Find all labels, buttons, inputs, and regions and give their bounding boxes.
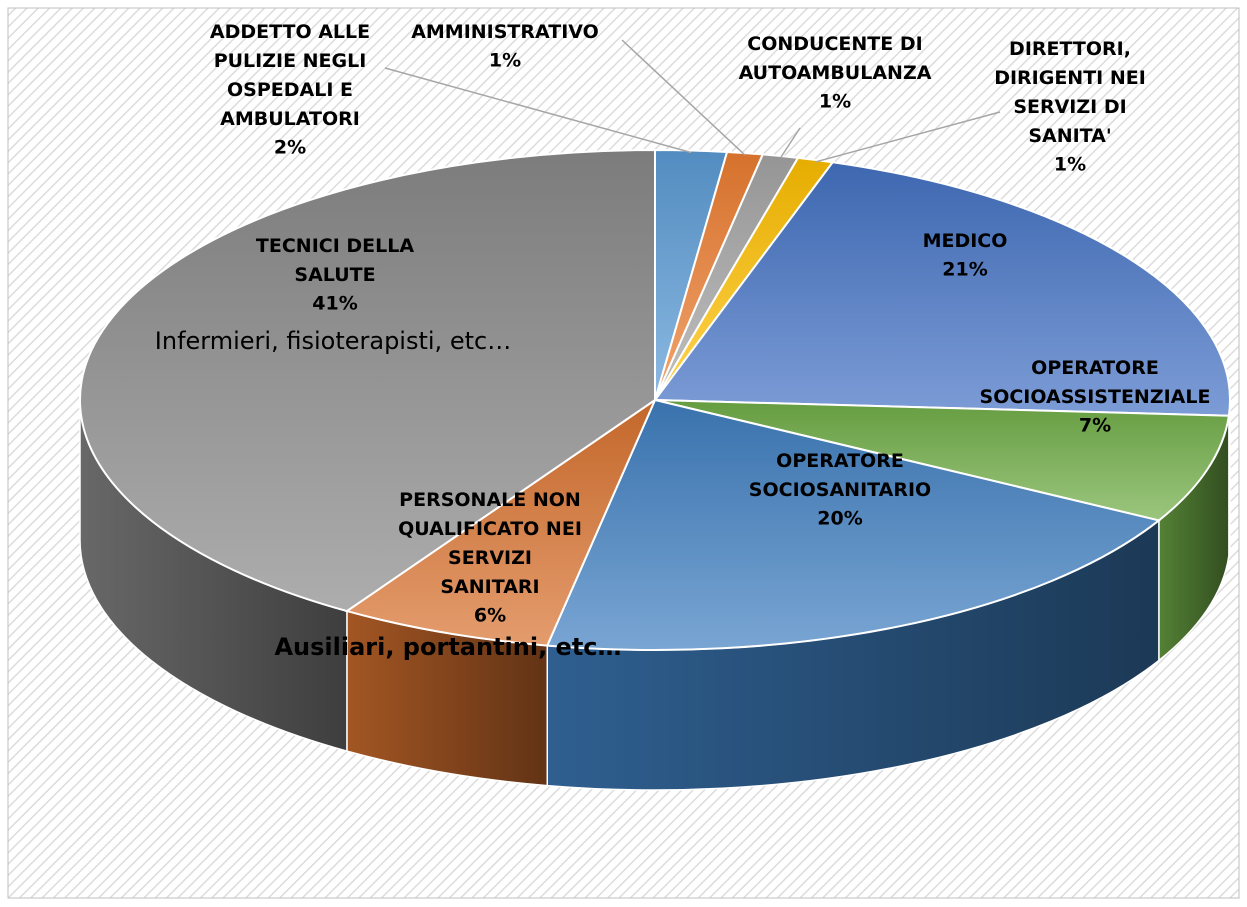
category-label: OPERATORE SOCIOASSISTENZIALE xyxy=(980,357,1211,408)
label-line: OPERATORE xyxy=(1031,357,1159,379)
label-line: PERSONALE NON xyxy=(399,489,581,511)
label-line: SANITARI xyxy=(440,576,539,598)
annotation: Infermieri, fisioterapisti, etc… xyxy=(155,327,511,355)
slice xyxy=(344,397,658,647)
value-label: 41% xyxy=(312,293,357,315)
category-label: DIRETTORI, DIRIGENTI NEI SERVIZI DI SANITA' xyxy=(994,38,1146,147)
slice xyxy=(653,161,1231,417)
category-label: PERSONALE NON QUALIFICATO NEI SERVIZI SANIT… xyxy=(398,489,582,598)
label-line: AMBULATORI xyxy=(220,108,360,130)
label-line: MEDICO xyxy=(923,230,1008,252)
slice xyxy=(545,398,1162,651)
label-line: SOCIOSANITARIO xyxy=(749,479,931,501)
label-line: PULIZIE NEGLI xyxy=(214,50,367,72)
category-label: TECNICI DELLA SALUTE xyxy=(256,235,414,286)
category-label: CONDUCENTE DI AUTOAMBULANZA xyxy=(739,33,932,84)
tops xyxy=(79,148,1231,651)
label-line: SERVIZI xyxy=(448,547,532,569)
label-line: AUTOAMBULANZA xyxy=(739,62,932,84)
value-label: 1% xyxy=(819,91,851,113)
label-line: DIRIGENTI NEI xyxy=(994,67,1146,89)
label-line: SERVIZI DI xyxy=(1013,96,1126,118)
label-line: SANITA' xyxy=(1028,125,1111,147)
label-line: DIRETTORI, xyxy=(1009,38,1131,60)
value-label: 7% xyxy=(1079,415,1111,437)
value-label: 1% xyxy=(1054,154,1086,176)
category-label: MEDICO xyxy=(923,230,1008,252)
label-line: SALUTE xyxy=(294,264,375,286)
label-line: ADDETTO ALLE xyxy=(210,21,370,43)
label-line: QUALIFICATO NEI xyxy=(398,518,582,540)
value-label: 1% xyxy=(489,50,521,72)
slice xyxy=(654,399,1231,522)
labels: ADDETTO ALLE PULIZIE NEGLI OSPEDALI E AMBUL… xyxy=(155,21,1211,662)
sides xyxy=(79,399,1231,791)
label-line: AMMINISTRATIVO xyxy=(411,21,599,43)
value-label: 6% xyxy=(474,605,506,627)
leader-line xyxy=(621,39,746,156)
slice xyxy=(79,148,656,613)
label-line: OSPEDALI E xyxy=(227,79,353,101)
category-label: OPERATORE SOCIOSANITARIO xyxy=(749,450,931,501)
label-line: SOCIOASSISTENZIALE xyxy=(980,386,1211,408)
category-label: ADDETTO ALLE PULIZIE NEGLI OSPEDALI E AMBUL… xyxy=(210,21,370,130)
value-label: 2% xyxy=(274,137,306,159)
label-line: TECNICI DELLA xyxy=(256,235,414,257)
label-line: OPERATORE xyxy=(776,450,904,472)
category-label: AMMINISTRATIVO xyxy=(411,21,599,43)
leader-line xyxy=(384,67,692,154)
value-label: 21% xyxy=(942,259,987,281)
annotation: Ausiliari, portantini, etc… xyxy=(274,633,621,661)
value-label: 20% xyxy=(817,508,862,530)
leader-line xyxy=(815,111,1001,163)
leader-line xyxy=(779,127,801,159)
label-line: CONDUCENTE DI xyxy=(747,33,922,55)
